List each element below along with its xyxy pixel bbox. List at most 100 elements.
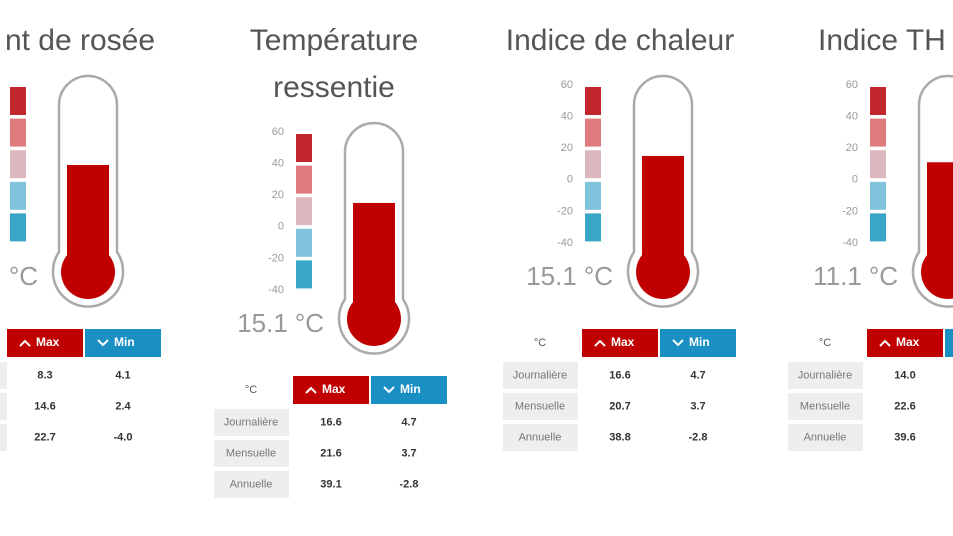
header-max-label: Max — [611, 335, 635, 349]
value-unit: °C — [9, 261, 38, 291]
scale-bar — [870, 87, 886, 115]
row-max: 14.0 — [894, 369, 915, 381]
row-min: 3.7 — [690, 400, 705, 412]
thermometer-fill — [67, 165, 109, 272]
scale-label: -40 — [842, 237, 858, 249]
scale-bar — [296, 197, 312, 226]
scale-bar — [585, 87, 601, 115]
scale-bar — [585, 181, 601, 210]
scale-label: -40 — [557, 237, 573, 249]
scale-label: 20 — [846, 142, 858, 154]
panel-title: Indice TH — [818, 24, 946, 57]
header-max-label: Max — [36, 335, 60, 349]
row-min: 4.1 — [115, 369, 130, 381]
current-value: 15.1 °C — [526, 261, 613, 291]
row-max: 20.7 — [609, 400, 630, 412]
scale-label: 20 — [272, 189, 284, 201]
row-label: Annuelle — [519, 431, 562, 443]
chevron-max — [879, 339, 891, 347]
scale-bar — [10, 150, 26, 179]
scale-bar — [870, 118, 886, 147]
chevron-min — [97, 339, 109, 347]
scale-bar — [10, 213, 26, 242]
scale-bar — [10, 118, 26, 147]
row-max: 39.1 — [320, 478, 341, 490]
row-max: 22.7 — [34, 431, 55, 443]
table-corner: °C — [245, 384, 257, 396]
chevron-max — [305, 386, 317, 394]
row-label: Annuelle — [804, 431, 847, 443]
current-value: °C — [9, 261, 38, 291]
thermometer-fill — [927, 162, 953, 272]
thermometer-fill — [642, 155, 684, 272]
header-max-label: Max — [322, 382, 346, 396]
scale-bar — [10, 87, 26, 115]
chevron-max — [594, 339, 606, 347]
scale-bar — [585, 213, 601, 242]
scale-bar — [296, 134, 312, 162]
chevron-min — [383, 386, 395, 394]
scale-label: 40 — [846, 111, 858, 123]
header-min — [85, 329, 161, 357]
scale-bar — [870, 150, 886, 179]
header-min — [945, 329, 953, 357]
chevron-max — [19, 339, 31, 347]
row-min: 3.7 — [401, 447, 416, 459]
row-min: -2.8 — [689, 431, 708, 443]
scale-bar — [296, 228, 312, 257]
row-label-cell — [503, 362, 578, 389]
row-min: -2.8 — [400, 478, 419, 490]
scale-label: -20 — [557, 205, 573, 217]
row-max: 16.6 — [609, 369, 630, 381]
scale-bar — [296, 165, 312, 194]
header-max — [7, 329, 83, 357]
header-max — [867, 329, 943, 357]
row-label-cell — [214, 409, 289, 436]
row-max: 39.6 — [894, 431, 915, 443]
row-label-cell — [214, 440, 289, 467]
scale-label: -40 — [268, 284, 284, 296]
row-label-cell — [0, 393, 7, 420]
row-label: Mensuelle — [226, 447, 276, 459]
row-max: 22.6 — [894, 400, 915, 412]
scale-label: -20 — [842, 205, 858, 217]
row-label-cell — [0, 424, 7, 451]
panel-title: nt de rosée — [5, 24, 155, 57]
row-max: 16.6 — [320, 416, 341, 428]
scale-label: 0 — [567, 174, 573, 186]
scale-label: 0 — [852, 174, 858, 186]
panel-title: ressentie — [273, 71, 395, 104]
value-unit: °C — [584, 261, 613, 291]
header-min — [371, 376, 447, 404]
value-number: 15.1 — [526, 261, 577, 291]
table-corner: °C — [819, 337, 831, 349]
header-min-label: Min — [114, 335, 135, 349]
scale-label: 60 — [561, 79, 573, 91]
header-max-label: Max — [896, 335, 920, 349]
row-label: Annuelle — [230, 478, 273, 490]
header-min-label: Min — [400, 382, 421, 396]
value-number: 15.1 — [237, 308, 288, 338]
current-value: 11.1 °C — [813, 261, 898, 291]
panel: nt de rosée °C Max Min 8.3 4.1 14.6 2.4 22.7 -4.0 — [0, 24, 161, 451]
row-label-cell — [788, 424, 863, 451]
header-max — [582, 329, 658, 357]
row-label-cell — [503, 393, 578, 420]
value-number: 11.1 — [813, 261, 862, 291]
scale-bar — [10, 181, 26, 210]
row-label: Journalière — [513, 369, 567, 381]
scale-label: 60 — [272, 126, 284, 138]
row-label-cell — [214, 471, 289, 498]
row-label-cell — [788, 362, 863, 389]
row-label: Journalière — [798, 369, 852, 381]
row-min: 4.7 — [690, 369, 705, 381]
chevron-min — [672, 339, 684, 347]
scale-label: 20 — [561, 142, 573, 154]
panel-title: Indice de chaleur — [506, 24, 735, 57]
scale-label: -20 — [268, 252, 284, 264]
panel-title: Température — [250, 24, 418, 57]
